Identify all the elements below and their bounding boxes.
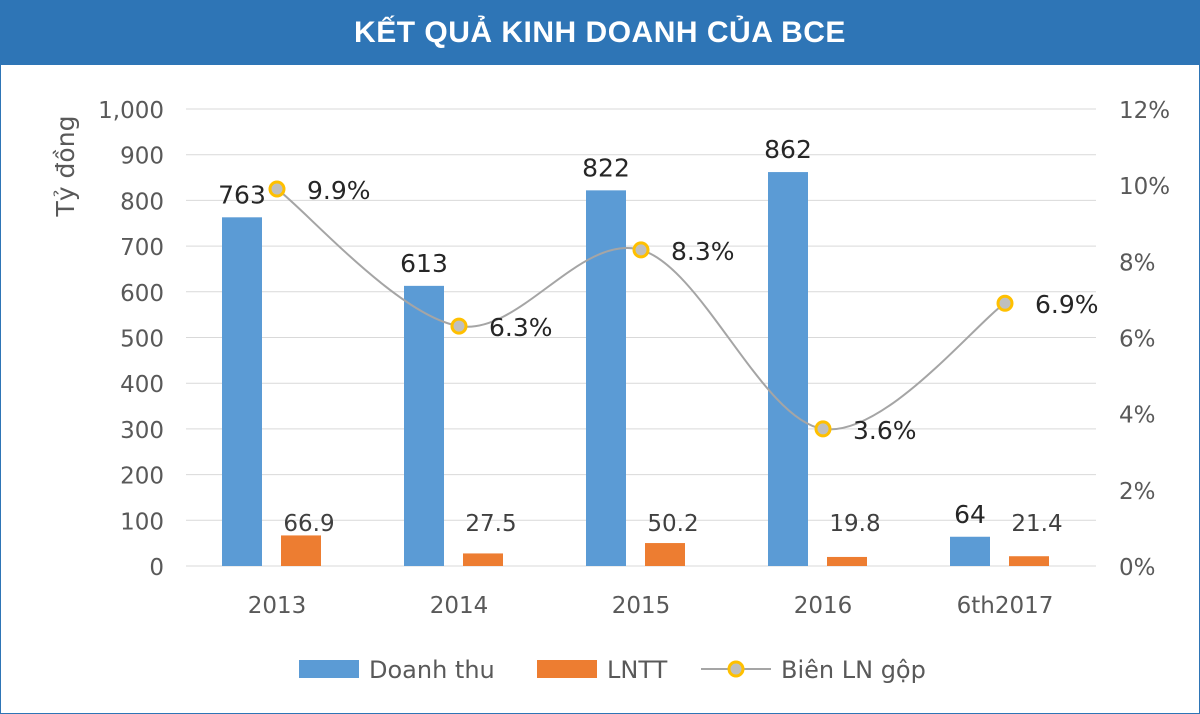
x-tick-label: 2016 (794, 593, 853, 619)
y2-tick-label: 2% (1119, 479, 1156, 505)
data-label-lntt: 66.9 (283, 511, 334, 537)
chart-title: KẾT QUẢ KINH DOANH CỦA BCE (1, 1, 1199, 65)
data-label-doanh-thu: 613 (400, 249, 448, 278)
point-bien-ln-gop (814, 420, 832, 438)
y2-tick-label: 0% (1119, 555, 1156, 581)
data-label-bien-ln-gop: 3.6% (853, 416, 917, 445)
data-label-doanh-thu: 763 (218, 180, 266, 209)
point-bien-ln-gop (632, 241, 650, 259)
y-tick-label: 500 (120, 327, 164, 353)
bar-doanh-thu (222, 217, 262, 566)
bar-lntt (827, 556, 867, 566)
y2-tick-label: 12% (1119, 98, 1170, 124)
data-label-doanh-thu: 862 (764, 135, 812, 164)
y2-tick-label: 8% (1119, 250, 1156, 276)
point-bien-ln-gop (268, 180, 286, 198)
data-label-lntt: 19.8 (829, 511, 880, 537)
y-tick-label: 1,000 (98, 98, 164, 124)
bar-doanh-thu (950, 536, 990, 566)
x-tick-label: 2013 (248, 593, 307, 619)
y-tick-label: 700 (120, 235, 164, 261)
x-tick-label: 6th2017 (957, 593, 1054, 619)
data-label-doanh-thu: 822 (582, 153, 630, 182)
y-tick-label: 200 (120, 464, 164, 490)
bar-doanh-thu (586, 190, 626, 566)
data-label-lntt: 27.5 (465, 511, 516, 537)
point-bien-ln-gop (996, 294, 1014, 312)
y-tick-label: 0 (149, 555, 164, 581)
y2-tick-label: 10% (1119, 174, 1170, 200)
bar-lntt (463, 553, 503, 566)
legend-label-bien-ln-gop: Biên LN gộp (781, 656, 926, 684)
legend-label-doanh-thu: Doanh thu (369, 656, 495, 684)
y-tick-label: 800 (120, 189, 164, 215)
y-tick-label: 600 (120, 281, 164, 307)
data-label-lntt: 50.2 (647, 511, 698, 537)
bar-lntt (281, 535, 321, 566)
data-label-bien-ln-gop: 8.3% (671, 237, 735, 266)
bar-lntt (1009, 556, 1049, 566)
line-bien-ln-gop (276, 188, 1006, 431)
x-tick-label: 2014 (430, 593, 489, 619)
legend-swatch-doanh-thu (299, 660, 359, 678)
bar-doanh-thu (404, 285, 444, 566)
data-label-lntt: 21.4 (1011, 511, 1062, 537)
bar-lntt (645, 543, 685, 566)
y-axis-label: Tỷ đồng (51, 116, 80, 218)
y-tick-label: 300 (120, 418, 164, 444)
y-tick-label: 100 (120, 509, 164, 535)
data-label-bien-ln-gop: 9.9% (307, 176, 371, 205)
legend-label-lntt: LNTT (607, 656, 668, 684)
point-bien-ln-gop (450, 317, 468, 335)
legend-swatch-lntt (537, 660, 597, 678)
x-tick-label: 2015 (612, 593, 671, 619)
y2-tick-label: 4% (1119, 403, 1156, 429)
data-label-doanh-thu: 64 (954, 500, 986, 529)
y-tick-label: 900 (120, 144, 164, 170)
legend-marker-bien-ln-gop (727, 660, 745, 678)
bar-doanh-thu (768, 172, 808, 567)
data-label-bien-ln-gop: 6.3% (489, 313, 553, 342)
y2-tick-label: 6% (1119, 327, 1156, 353)
data-label-bien-ln-gop: 6.9% (1035, 290, 1099, 319)
y-tick-label: 400 (120, 372, 164, 398)
